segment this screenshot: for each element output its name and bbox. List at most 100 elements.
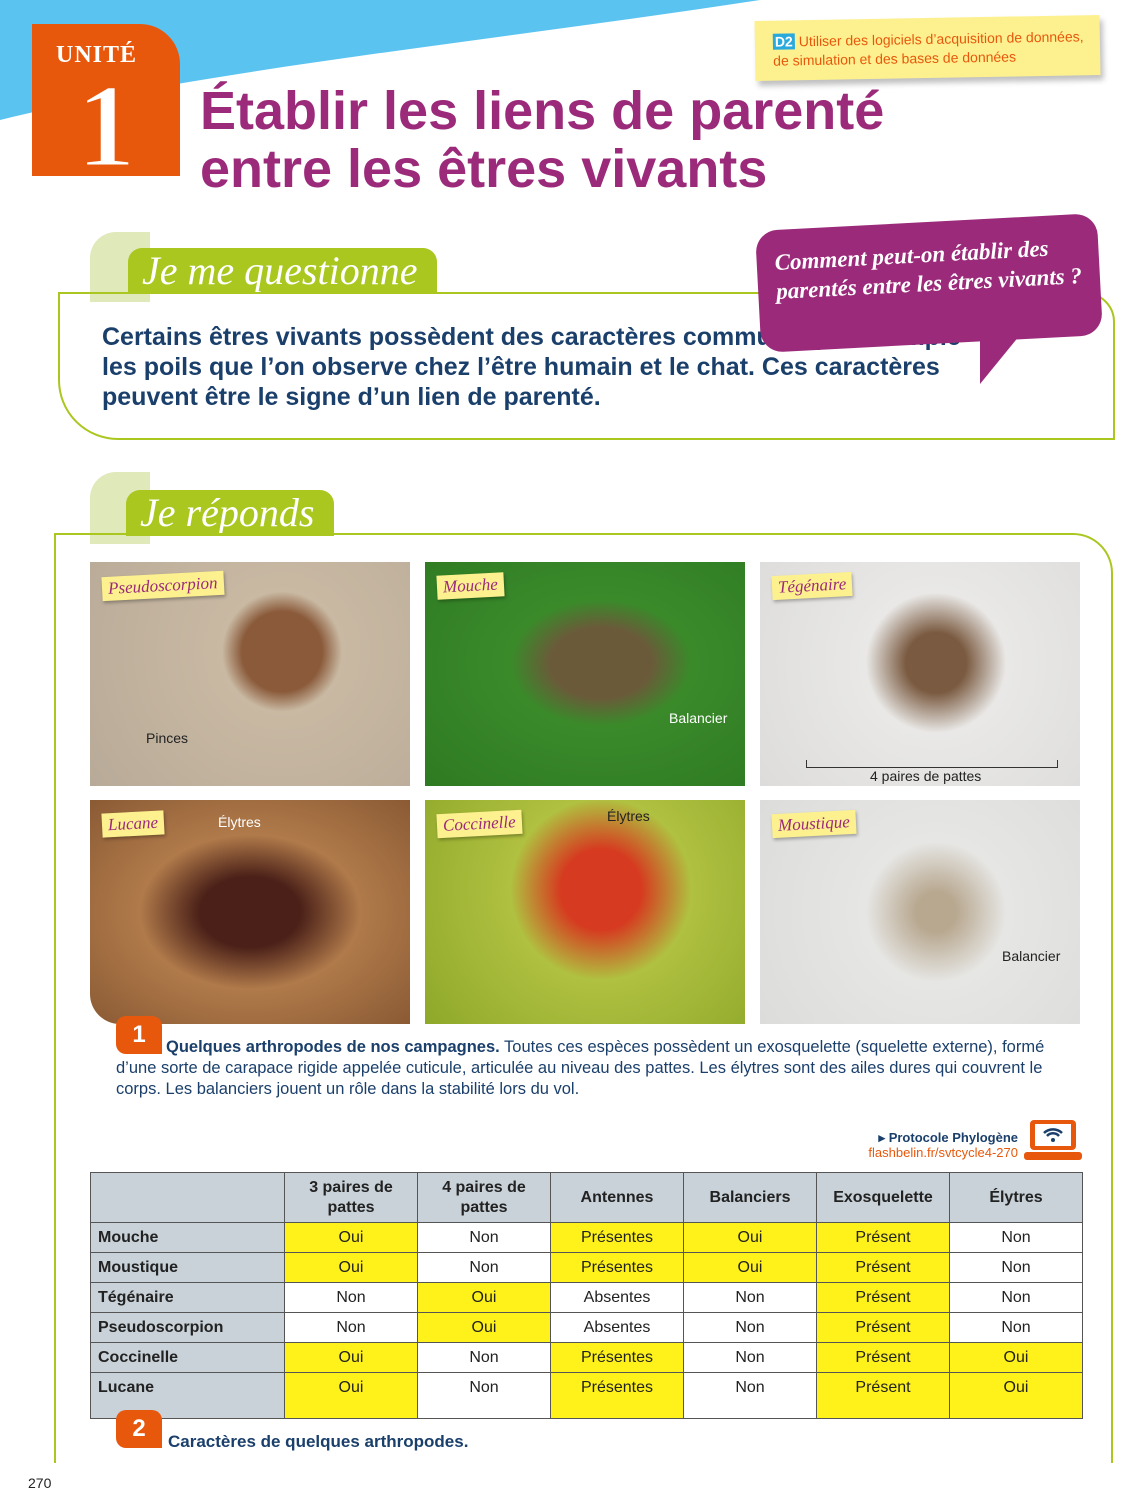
table-cell: Présentes: [550, 1222, 684, 1253]
resource-link[interactable]: ▸ Protocole Phylogène flashbelin.fr/svtc…: [830, 1130, 1018, 1160]
header-cell: Antennes: [550, 1172, 684, 1223]
question-box: [58, 292, 1115, 440]
header-cell: Exosquelette: [816, 1172, 950, 1223]
table-cell: Oui: [284, 1252, 418, 1283]
photo-annotation: Balancier: [669, 710, 728, 726]
arrow-icon: ▸: [878, 1130, 889, 1145]
section-heading-reponds: Je réponds: [126, 490, 335, 536]
table-cell: Non: [417, 1372, 551, 1419]
table-header-row: 3 paires de pattes 4 paires de pattes Ante…: [90, 1172, 1083, 1223]
title-line-2: entre les êtres vivants: [200, 139, 768, 199]
table-cell: Oui: [284, 1342, 418, 1373]
table-cell: Non: [683, 1312, 817, 1343]
row-label: Mouche: [90, 1222, 285, 1253]
table-row: Moustique Oui Non Présentes Oui Présent Non: [90, 1252, 1083, 1283]
table-cell: Oui: [417, 1312, 551, 1343]
photo-annotation: Élytres: [607, 808, 650, 824]
table-row: Pseudoscorpion Non Oui Absentes Non Présent No…: [90, 1312, 1083, 1343]
unit-number: 1: [75, 59, 138, 192]
table-cell: Non: [949, 1312, 1083, 1343]
question-bubble: Comment peut-on établir des parentés ent…: [755, 213, 1103, 353]
unit-badge: UNITÉ 1: [32, 24, 180, 187]
page-title: Établir les liens de parenté entre les êt…: [200, 82, 884, 198]
photo-label: Coccinelle: [436, 809, 523, 839]
table-cell: Oui: [417, 1282, 551, 1313]
table-cell: Non: [949, 1282, 1083, 1313]
laptop-wifi-icon[interactable]: [1024, 1118, 1082, 1162]
skill-badge: D2: [772, 33, 795, 50]
resource-label: Protocole Phylogène: [888, 1130, 1018, 1145]
table-row: Lucane Oui Non Présentes Non Présent Oui: [90, 1372, 1083, 1419]
photo-mouche: Mouche Balancier: [425, 562, 745, 786]
photo-label: Mouche: [436, 572, 505, 600]
table-row: Coccinelle Oui Non Présentes Non Présent Oui: [90, 1342, 1083, 1373]
row-label: Pseudoscorpion: [90, 1312, 285, 1343]
table-cell: Présentes: [550, 1252, 684, 1283]
table-cell: Non: [417, 1222, 551, 1253]
table-cell: Non: [683, 1372, 817, 1419]
row-label: Tégénaire: [90, 1282, 285, 1313]
table-cell: Présent: [816, 1312, 950, 1343]
row-label: Moustique: [90, 1252, 285, 1283]
table-cell: Présentes: [550, 1372, 684, 1419]
doc1-title: Quelques arthropodes de nos campagnes.: [166, 1038, 500, 1056]
table-cell: Absentes: [550, 1282, 684, 1313]
answer-box: [54, 533, 1113, 1463]
table-cell: Oui: [949, 1342, 1083, 1373]
header-cell: Élytres: [949, 1172, 1083, 1223]
table-cell: Non: [949, 1222, 1083, 1253]
header-sky-band: [0, 0, 1125, 120]
table-cell: Présent: [816, 1222, 950, 1253]
photo-coccinelle: Coccinelle Élytres: [425, 800, 745, 1024]
title-line-1: Établir les liens de parenté: [200, 81, 885, 141]
header-cell: [90, 1172, 285, 1223]
photo-label: Pseudoscorpion: [101, 570, 225, 602]
doc1-text: Toutes ces espèces possèdent un exosquel…: [116, 1038, 1045, 1098]
table-cell: Présent: [816, 1372, 950, 1419]
table-cell: Oui: [284, 1372, 418, 1419]
doc-number-badge: 2: [116, 1410, 162, 1448]
photo-annotation: Élytres: [218, 814, 261, 830]
table-cell: Non: [683, 1282, 817, 1313]
legs-bracket: [806, 760, 1058, 768]
photo-pseudoscorpion: Pseudoscorpion Pinces: [90, 562, 410, 786]
photo-label: Tégénaire: [771, 571, 853, 601]
photo-annotation: Pinces: [146, 730, 189, 746]
table-cell: Présent: [816, 1252, 950, 1283]
photo-label: Lucane: [101, 810, 165, 838]
resource-url[interactable]: flashbelin.fr/svtcycle4-270: [868, 1145, 1018, 1160]
table-cell: Oui: [683, 1222, 817, 1253]
table-cell: Non: [284, 1312, 418, 1343]
photo-annotation: 4 paires de pattes: [870, 768, 982, 784]
section-heading-questionne: Je me questionne: [128, 248, 438, 294]
table-row: Tégénaire Non Oui Absentes Non Présent Non: [90, 1282, 1083, 1313]
row-label: Coccinelle: [90, 1342, 285, 1373]
table-cell: Présent: [816, 1342, 950, 1373]
table-cell: Non: [949, 1252, 1083, 1283]
skill-note: D2 Utiliser des logiciels d’acquisition d…: [754, 14, 1101, 82]
header-cell: 3 paires de pattes: [284, 1172, 418, 1223]
unit-label: UNITÉ: [56, 42, 138, 68]
header-cell: 4 paires de pattes: [417, 1172, 551, 1223]
table-cell: Non: [417, 1342, 551, 1373]
photo-annotation: Balancier: [1002, 948, 1061, 964]
doc2-caption: Caractères de quelques arthropodes.: [168, 1432, 469, 1451]
table-cell: Oui: [683, 1252, 817, 1283]
photo-moustique: Moustique Balancier: [760, 800, 1080, 1024]
table-cell: Non: [683, 1342, 817, 1373]
table-cell: Présentes: [550, 1342, 684, 1373]
doc1-caption: Quelques arthropodes de nos campagnes. T…: [116, 1037, 1066, 1100]
page-number: 270: [28, 1475, 52, 1491]
table-cell: Oui: [949, 1372, 1083, 1419]
characters-table: 3 paires de pattes 4 paires de pattes Ante…: [90, 1172, 1083, 1419]
table-cell: Présent: [816, 1282, 950, 1313]
doc-number-badge: 1: [116, 1016, 162, 1054]
table-row: Mouche Oui Non Présentes Oui Présent Non: [90, 1222, 1083, 1253]
table-cell: Non: [284, 1282, 418, 1313]
table-cell: Absentes: [550, 1312, 684, 1343]
table-cell: Non: [417, 1252, 551, 1283]
photo-lucane: Lucane Élytres: [90, 800, 410, 1024]
header-cell: Balanciers: [683, 1172, 817, 1223]
photo-label: Moustique: [771, 809, 857, 839]
skill-text: Utiliser des logiciels d’acquisition de …: [773, 28, 1084, 69]
